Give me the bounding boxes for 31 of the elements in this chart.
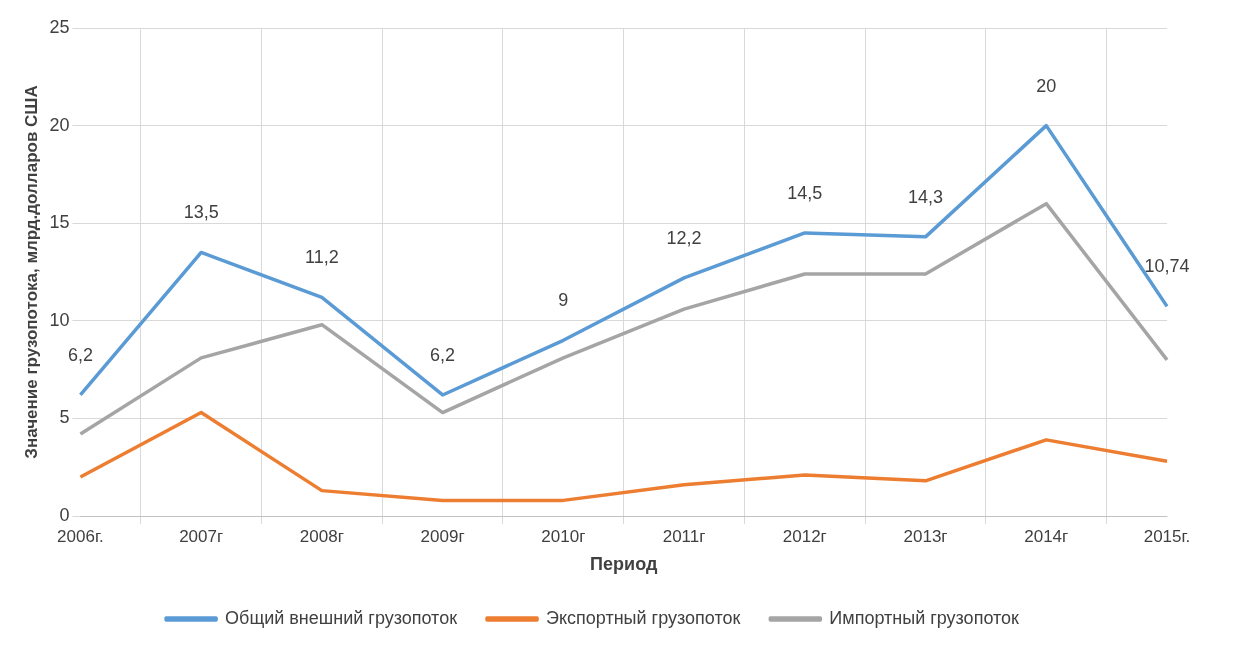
data-label: 13,5 bbox=[183, 202, 219, 223]
x-tick-label: 2011г bbox=[662, 526, 706, 546]
y-tick-label: 25 bbox=[49, 16, 70, 37]
data-label: 9 bbox=[558, 290, 569, 311]
data-label: 20 bbox=[1036, 75, 1057, 96]
data-label: 12,2 bbox=[666, 227, 702, 248]
data-label: 11,2 bbox=[305, 247, 339, 268]
y-tick-label: 15 bbox=[49, 212, 70, 233]
data-label: 6,2 bbox=[430, 344, 456, 365]
x-tick-label: 2014г bbox=[1024, 526, 1069, 546]
y-tick-label: 0 bbox=[59, 504, 70, 525]
y-tick-label: 20 bbox=[49, 114, 70, 135]
x-tick-label: 2010г bbox=[541, 526, 586, 546]
data-label: 6,2 bbox=[67, 344, 93, 365]
y-tick-label: 10 bbox=[49, 309, 70, 330]
data-label: 14,5 bbox=[787, 182, 823, 203]
data-label: 14,3 bbox=[908, 186, 944, 207]
x-tick-label: 2006г. bbox=[57, 526, 104, 546]
x-tick-label: 2013г bbox=[903, 526, 948, 546]
y-axis-title: Значение грузопотока, млрд.долларов США bbox=[21, 85, 41, 459]
legend-label: Экспортный грузопоток bbox=[546, 607, 741, 628]
y-tick-label: 5 bbox=[59, 407, 70, 428]
x-tick-label: 2009г bbox=[420, 526, 465, 546]
data-label: 10,74 bbox=[1144, 256, 1190, 277]
legend-label: Импортный грузопоток bbox=[829, 607, 1020, 628]
x-tick-label: 2015г. bbox=[1143, 526, 1191, 546]
x-tick-label: 2007г bbox=[179, 526, 224, 546]
x-tick-label: 2012г bbox=[782, 526, 827, 546]
x-axis-title: Период bbox=[590, 554, 658, 575]
x-tick-label: 2008г bbox=[299, 526, 344, 546]
legend-label: Общий внешний грузопоток bbox=[225, 607, 458, 628]
